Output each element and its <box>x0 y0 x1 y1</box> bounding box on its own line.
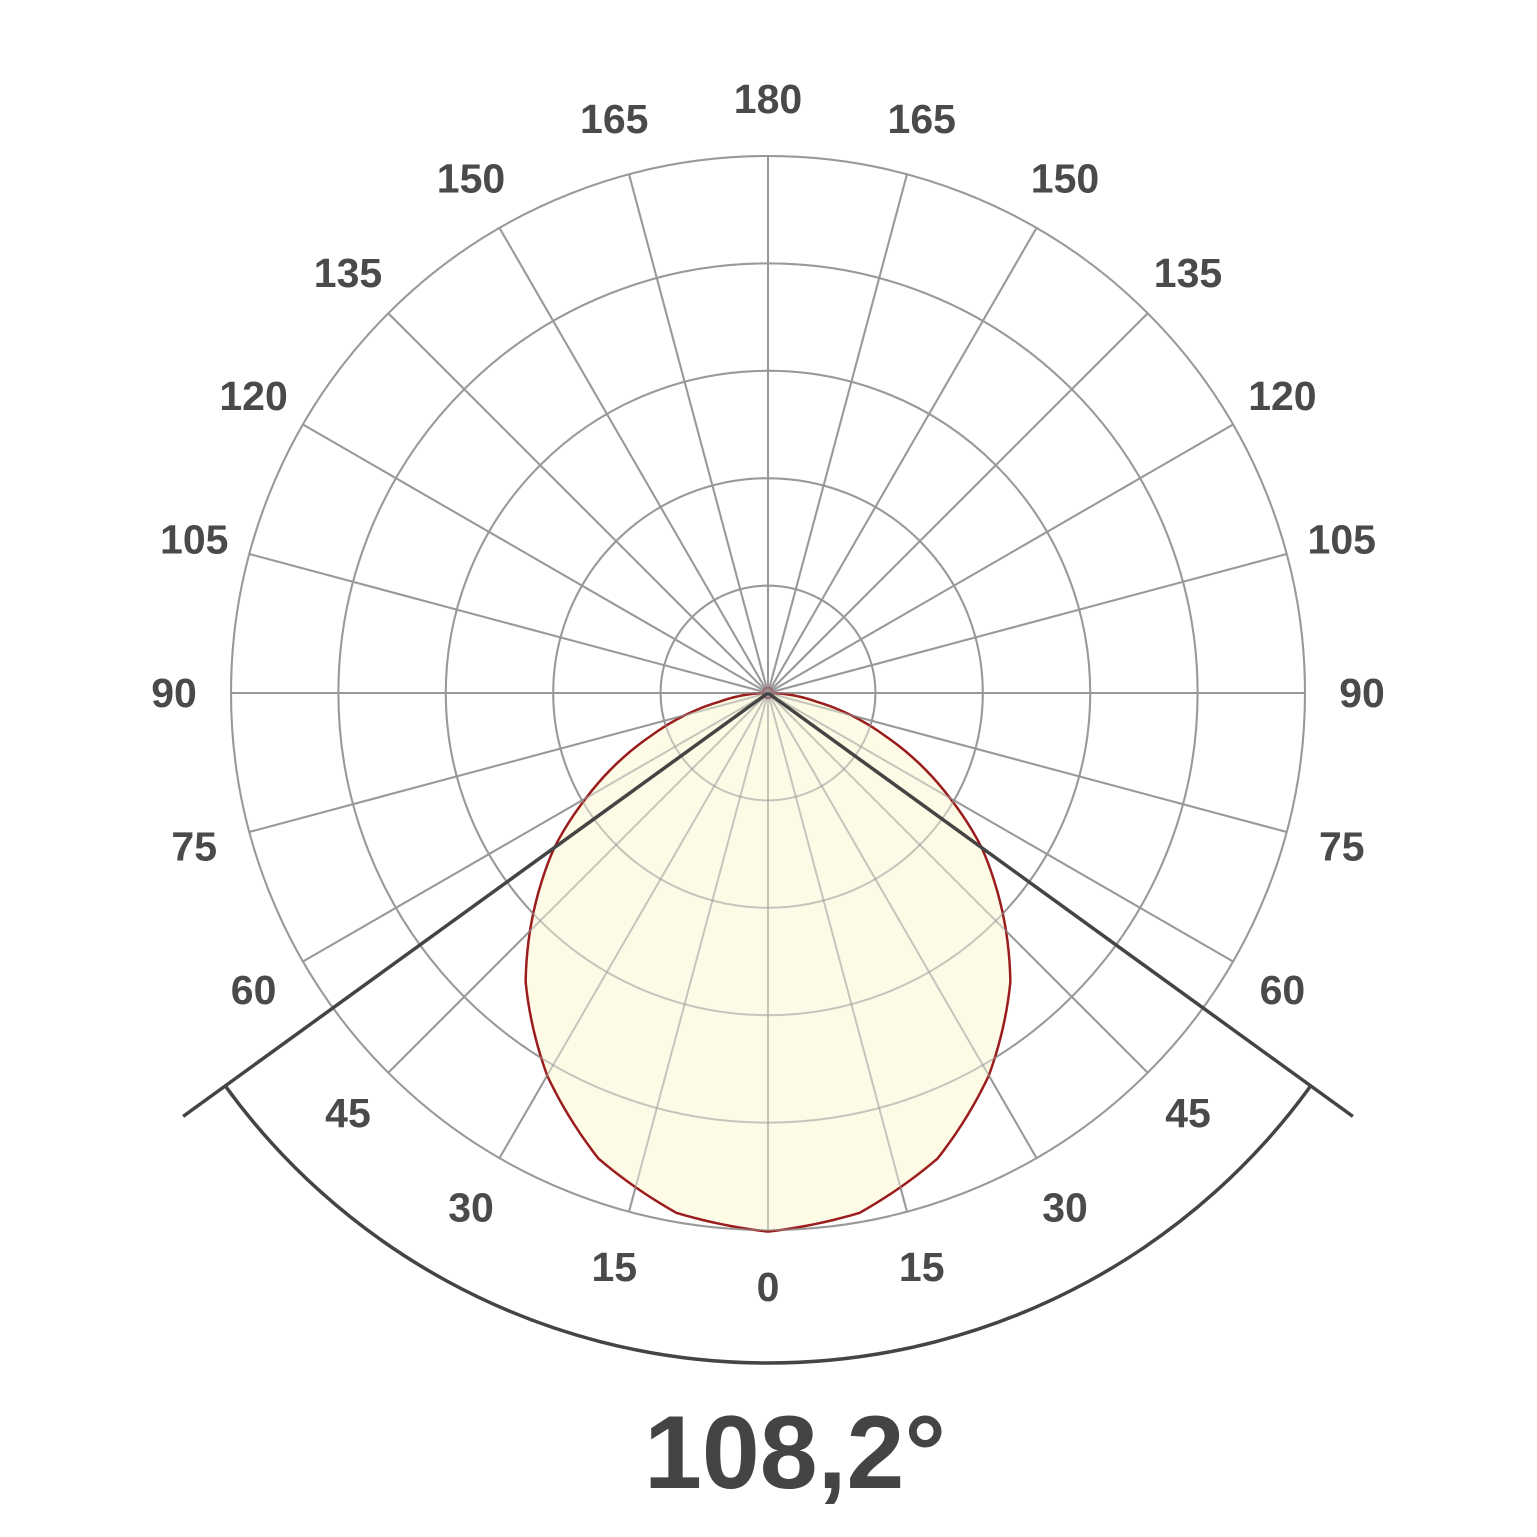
grid-spoke <box>767 174 908 694</box>
angle-tick-label: 135 <box>1154 250 1222 296</box>
grid-spoke <box>767 692 1038 1159</box>
angle-tick-label: 60 <box>231 967 277 1013</box>
angle-tick-label: 0 <box>757 1264 780 1310</box>
grid-spoke <box>628 174 769 694</box>
grid-spoke <box>767 692 1287 833</box>
grid-spoke <box>767 692 1149 1074</box>
grid-spoke <box>302 423 769 694</box>
grid-spoke <box>767 423 1234 694</box>
angle-tick-label: 120 <box>219 373 287 419</box>
grid-spoke <box>498 227 769 694</box>
angle-tick-label: 165 <box>580 96 648 142</box>
angle-tick-label: 30 <box>448 1184 494 1230</box>
angle-tick-label: 45 <box>325 1090 371 1136</box>
angle-tick-label: 75 <box>171 824 217 870</box>
beam-edge-line <box>766 691 1354 1118</box>
angle-tick-label: 135 <box>314 250 382 296</box>
grid-spoke <box>249 553 769 694</box>
grid-spoke <box>498 692 769 1159</box>
angle-tick-label: 60 <box>1260 967 1306 1013</box>
beam-angle-label: 108,2° <box>644 1395 946 1511</box>
angle-tick-label: 150 <box>1031 156 1099 202</box>
angle-tick-label: 180 <box>734 76 802 122</box>
angle-tick-label: 165 <box>888 96 956 142</box>
angle-tick-label: 75 <box>1319 824 1365 870</box>
grid-spoke <box>767 692 1234 963</box>
grid-spoke <box>302 692 769 963</box>
angle-tick-label: 150 <box>437 156 505 202</box>
angle-tick-label: 90 <box>151 670 197 716</box>
grid-spoke <box>767 227 1038 694</box>
angle-tick-label: 105 <box>1308 516 1376 562</box>
angle-tick-label: 90 <box>1339 670 1385 716</box>
grid-spoke <box>767 312 1149 694</box>
angle-tick-label: 15 <box>899 1244 945 1290</box>
beam-angle-arc <box>223 1084 1313 1365</box>
beam-edge-line <box>182 691 770 1118</box>
grid-spoke <box>628 692 769 1212</box>
angle-tick-label: 45 <box>1165 1090 1211 1136</box>
grid-spoke <box>387 692 769 1074</box>
angle-tick-label: 105 <box>160 516 228 562</box>
grid-spoke <box>767 692 908 1212</box>
angle-tick-label: 120 <box>1248 373 1316 419</box>
grid-spoke <box>387 312 769 694</box>
grid-spoke <box>249 692 769 833</box>
grid-spoke <box>767 553 1287 694</box>
beam-angle-indicator <box>182 691 1354 1365</box>
angle-tick-label: 30 <box>1042 1184 1088 1230</box>
grid-spokes-overlay <box>230 155 1306 1231</box>
angle-tick-label: 15 <box>591 1244 637 1290</box>
